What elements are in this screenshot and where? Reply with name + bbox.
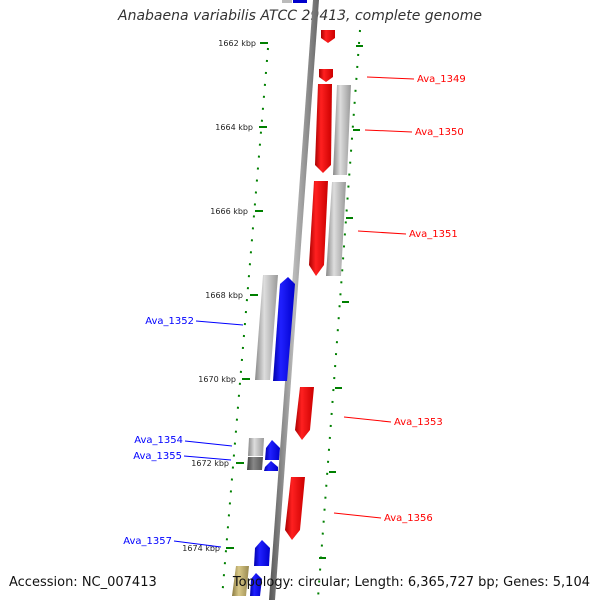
gene-arrow <box>309 181 328 276</box>
scale-marker: 1662 kbp <box>218 39 268 48</box>
genome-stats-text: Topology: circular; Length: 6,365,727 bp… <box>232 575 590 590</box>
gene-arrow <box>264 461 278 471</box>
ruler-ticks-right <box>319 45 363 559</box>
gene-arrow <box>315 84 332 173</box>
scale-label: 1662 kbp <box>218 39 256 48</box>
gene-label-ava-1357[interactable]: Ava_1357 <box>123 536 172 547</box>
scale-marker: 1664 kbp <box>215 123 267 132</box>
scale-label: 1670 kbp <box>198 375 236 384</box>
homolog-block <box>326 182 346 276</box>
gene-arrow <box>273 277 295 381</box>
gene-label-ava-1354[interactable]: Ava_1354 <box>134 435 183 446</box>
gene-label-ava-1350[interactable]: Ava_1350 <box>415 127 464 138</box>
scale-label: 1664 kbp <box>215 123 253 132</box>
gene-partial <box>282 0 292 3</box>
scale-label: 1674 kbp <box>182 544 220 553</box>
gene-label-ava-1355[interactable]: Ava_1355 <box>133 451 182 462</box>
gene-label-ava-1351[interactable]: Ava_1351 <box>409 229 458 240</box>
gene-arrow <box>319 69 333 82</box>
scale-label: 1666 kbp <box>210 207 248 216</box>
gene-arrow <box>250 573 262 596</box>
scale-marker: 1672 kbp <box>191 459 244 468</box>
accession-text: Accession: NC_007413 <box>9 575 157 590</box>
gene-label-ava-1353[interactable]: Ava_1353 <box>394 417 443 428</box>
gene-label-ava-1356[interactable]: Ava_1356 <box>384 513 433 524</box>
other-feature <box>232 566 249 596</box>
label-leaders-reverse <box>173 320 244 548</box>
gene-label-ava-1352[interactable]: Ava_1352 <box>145 316 194 327</box>
gene-arrow <box>285 477 305 540</box>
scale-label: 1668 kbp <box>205 291 243 300</box>
genome-backbone <box>269 0 319 600</box>
scale-marker: 1668 kbp <box>205 291 258 300</box>
gene-arrow <box>254 540 270 566</box>
homolog-block <box>248 438 264 456</box>
scale-marker: 1670 kbp <box>198 375 250 384</box>
page-title: Anabaena variabilis ATCC 29413, complete… <box>118 8 482 24</box>
gene-arrow <box>265 440 280 460</box>
homolog-block <box>247 457 263 470</box>
gene-partial <box>293 0 307 3</box>
scale-label: 1672 kbp <box>191 459 229 468</box>
homolog-block <box>255 275 278 380</box>
homolog-block <box>333 85 351 175</box>
gene-label-ava-1349[interactable]: Ava_1349 <box>417 74 466 85</box>
gene-arrow <box>295 387 314 440</box>
scale-marker: 1674 kbp <box>182 544 234 553</box>
gene-arrow <box>321 30 335 43</box>
label-leaders-forward <box>333 76 415 519</box>
scale-marker: 1666 kbp <box>210 207 263 216</box>
